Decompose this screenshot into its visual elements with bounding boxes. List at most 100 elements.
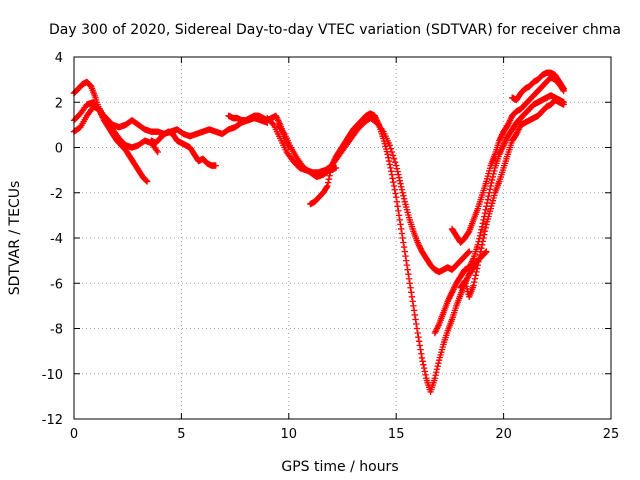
data-point [479, 220, 487, 227]
data-point [398, 186, 406, 193]
data-point [478, 244, 485, 252]
data-point [398, 183, 405, 190]
chart-title: Day 300 of 2020, Sidereal Day-to-day VTE… [49, 22, 621, 38]
y-tick-labels: -12 -10 -8 -6 -4 -2 0 2 4 [42, 51, 63, 428]
data-point [484, 196, 492, 203]
data-point [413, 325, 421, 332]
data-point [397, 180, 404, 187]
data-point [390, 155, 398, 163]
data-point [327, 165, 335, 173]
series-sat-track-j [457, 96, 567, 301]
series-sat-track-k [508, 69, 567, 104]
data-point [410, 302, 417, 310]
data-point [482, 224, 489, 232]
data-point [418, 354, 426, 362]
data-point [414, 329, 421, 337]
data-point [408, 289, 415, 296]
data-point [385, 154, 392, 161]
data-point [487, 182, 494, 190]
data-point [472, 272, 479, 279]
x-tick-label: 10 [281, 427, 298, 442]
data-point [404, 266, 411, 273]
data-point [421, 368, 429, 375]
data-point [386, 161, 393, 168]
y-tick-label: -12 [42, 413, 63, 428]
data-point [479, 238, 487, 245]
data-point [143, 177, 150, 184]
x-tick-label: 20 [495, 427, 512, 442]
data-point [415, 333, 422, 341]
data-point [481, 209, 489, 217]
data-point [390, 182, 398, 190]
data-point [476, 255, 483, 262]
data-point [480, 216, 487, 224]
x-tick-labels: 0 5 10 15 20 25 [70, 427, 619, 442]
data-point [400, 239, 407, 246]
data-point [471, 278, 478, 286]
data-point [433, 369, 440, 376]
data-point [465, 249, 472, 256]
series-sat-track-h [431, 92, 567, 337]
data-point [480, 234, 487, 242]
data-point [473, 265, 481, 272]
data-point [422, 371, 429, 379]
data-point [395, 171, 402, 178]
data-point [403, 261, 411, 269]
data-point [391, 186, 398, 193]
data-point [560, 101, 567, 108]
data-point [409, 298, 416, 305]
x-tick-label: 5 [177, 427, 185, 442]
data-point [431, 375, 439, 382]
data-point [327, 169, 334, 176]
data-point [471, 275, 479, 282]
data-point [418, 350, 425, 357]
data-point [433, 366, 441, 373]
data-point [323, 183, 330, 191]
data-point [405, 271, 412, 278]
data-point [477, 229, 484, 236]
data-point [395, 207, 402, 215]
y-tick-label: -2 [50, 187, 63, 202]
data-point [143, 178, 151, 185]
series-sat-track-l [225, 112, 292, 151]
data-point [394, 203, 401, 210]
data-point [402, 252, 409, 260]
series-sat-track-e [264, 114, 473, 276]
data-point [389, 175, 396, 182]
axis-ticks [73, 56, 612, 420]
data-point [397, 221, 404, 228]
data-point [420, 364, 428, 372]
data-point [391, 159, 399, 166]
data-point [481, 231, 488, 238]
x-tick-label: 25 [603, 427, 620, 442]
data-point [482, 249, 489, 256]
x-tick-label: 15 [388, 427, 405, 442]
data-point [476, 251, 484, 259]
data-point [389, 152, 397, 159]
data-point [393, 165, 401, 172]
series-sat-track-a [70, 78, 151, 185]
data-point [432, 372, 439, 379]
data-point [485, 192, 492, 200]
data-points [70, 69, 567, 396]
data-point [407, 284, 414, 291]
y-tick-label: 4 [55, 51, 63, 66]
data-point [394, 168, 401, 175]
data-point [390, 178, 397, 186]
data-point [486, 189, 493, 196]
y-tick-label: 2 [55, 96, 63, 111]
data-point [326, 172, 333, 179]
data-point [419, 358, 426, 365]
data-point [482, 206, 489, 213]
x-tick-label: 0 [70, 427, 78, 442]
data-point [411, 311, 419, 319]
data-point [392, 190, 399, 197]
data-point [435, 359, 442, 367]
data-point [486, 186, 494, 193]
data-point [386, 142, 393, 149]
data-point [410, 307, 418, 314]
data-point [560, 85, 567, 92]
data-point [474, 261, 482, 269]
data-point [212, 162, 219, 169]
